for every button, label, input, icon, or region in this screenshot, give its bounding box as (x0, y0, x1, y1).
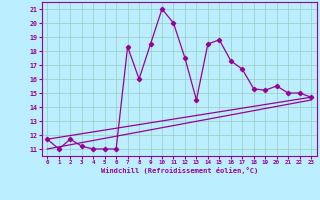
X-axis label: Windchill (Refroidissement éolien,°C): Windchill (Refroidissement éolien,°C) (100, 167, 258, 174)
